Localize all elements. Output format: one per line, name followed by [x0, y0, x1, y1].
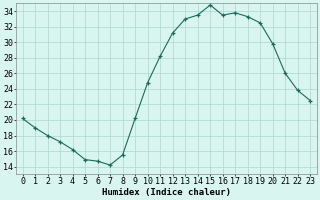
X-axis label: Humidex (Indice chaleur): Humidex (Indice chaleur) — [102, 188, 231, 197]
